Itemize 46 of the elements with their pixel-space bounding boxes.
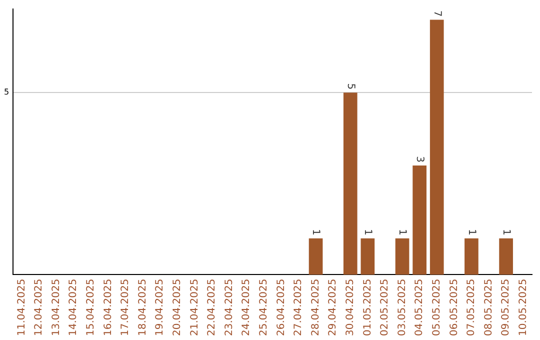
x-tick-label: 03.05.2025	[396, 278, 408, 336]
x-tick-label: 14.04.2025	[68, 278, 80, 336]
x-tick-label: 28.04.2025	[310, 278, 322, 336]
x-tick-label: 05.05.2025	[431, 278, 442, 336]
bar	[430, 20, 444, 275]
data-label: 5	[344, 83, 356, 90]
x-tick-label: 08.05.2025	[483, 278, 494, 336]
x-tick-label: 30.04.2025	[344, 278, 356, 336]
x-tick-label: 16.04.2025	[102, 278, 114, 336]
bar	[343, 92, 358, 275]
x-tick-label: 25.04.2025	[258, 278, 270, 336]
data-label: 1	[466, 228, 477, 236]
x-tick-label: 15.04.2025	[86, 278, 97, 336]
x-tick-label: 26.04.2025	[276, 278, 287, 336]
x-tick-label: 06.05.2025	[448, 278, 460, 336]
x-tick-label: 09.05.2025	[500, 278, 512, 336]
bar	[412, 165, 426, 275]
x-tick-label: 12.04.2025	[34, 278, 45, 336]
x-tick-label: 29.04.2025	[328, 278, 339, 336]
x-tick-label: 02.05.2025	[380, 278, 391, 336]
x-tick-label: 11.04.2025	[16, 278, 28, 336]
x-tick-label: 21.04.2025	[189, 278, 200, 336]
x-tick-label: 19.04.2025	[154, 278, 166, 336]
x-tick-label: 23.04.2025	[224, 278, 235, 336]
bar	[499, 238, 513, 275]
bar	[360, 238, 375, 275]
x-tick-label: 22.04.2025	[206, 278, 218, 336]
x-tick-label: 18.04.2025	[137, 278, 148, 336]
data-label: 1	[362, 228, 374, 236]
x-tick-label: 04.05.2025	[414, 278, 426, 336]
bar	[395, 238, 410, 275]
bar	[308, 238, 323, 275]
data-label: 1	[500, 228, 512, 236]
x-tick-label: 20.04.2025	[172, 278, 184, 336]
x-tick-label: 27.04.2025	[293, 278, 304, 336]
data-label: 1	[310, 228, 322, 236]
bar	[464, 238, 478, 275]
x-tick-label: 13.04.2025	[50, 278, 62, 336]
x-tick-label: 24.04.2025	[241, 278, 252, 336]
x-tick-label: 17.04.2025	[120, 278, 132, 336]
data-label: 1	[396, 228, 408, 236]
x-tick-label: 10.05.2025	[518, 278, 529, 336]
x-tick-label: 07.05.2025	[466, 278, 478, 336]
data-label: 7	[431, 10, 442, 17]
data-label: 3	[414, 156, 425, 162]
x-tick-label: 01.05.2025	[362, 278, 374, 336]
